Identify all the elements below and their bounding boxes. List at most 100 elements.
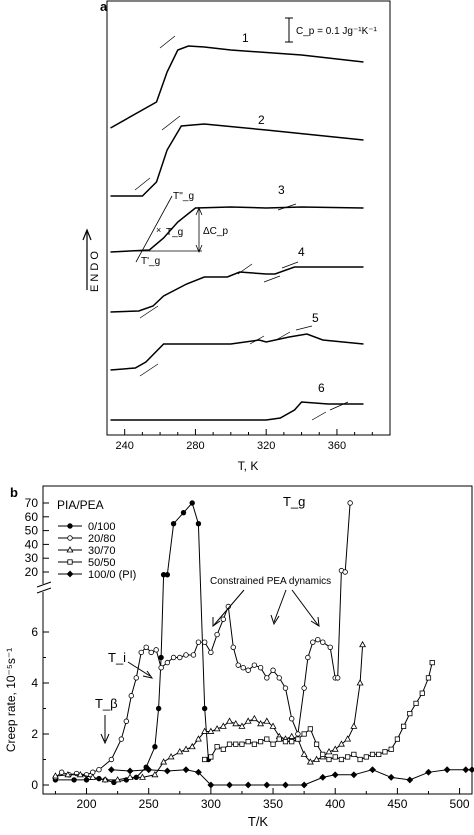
dsc-curve-6 [110, 401, 364, 421]
cp-scale-label: C_p = 0.1 Jg⁻¹K⁻¹ [296, 26, 378, 37]
data-point [195, 521, 202, 527]
data-point [356, 679, 364, 686]
data-point [182, 766, 190, 774]
data-point [276, 736, 282, 742]
series-20-80 [52, 500, 353, 781]
data-point [195, 639, 202, 645]
data-point [257, 665, 264, 671]
data-point [376, 751, 382, 758]
data-point [331, 771, 339, 779]
data-point [325, 748, 333, 755]
data-point [71, 777, 77, 783]
data-point [307, 726, 313, 732]
legend-label: 50/50 [88, 557, 116, 569]
dsc-tangent-mark [281, 261, 299, 269]
series-30-70 [51, 640, 367, 783]
data-point [64, 770, 72, 778]
panel-b-y-tick-label: 40 [25, 537, 39, 551]
data-point [382, 749, 388, 755]
data-point [232, 719, 240, 727]
panel-b-y-tick-label: 2 [31, 727, 38, 741]
panel-b-series [51, 500, 474, 789]
data-point [158, 654, 164, 661]
data-point [176, 748, 184, 755]
data-point [282, 685, 289, 691]
panel-b-x-tick-label: 250 [139, 797, 159, 811]
data-point [226, 717, 234, 724]
data-point [351, 751, 357, 758]
panel-a-x-tick-label: 320 [257, 440, 275, 452]
data-point [101, 776, 109, 783]
data-point [320, 751, 326, 758]
dsc-curve-label: 4 [298, 245, 305, 259]
panel-b: b 200 250 300 350 400 450 5002030405060700246 … [4, 485, 474, 829]
constrained-arrow-3 [291, 589, 319, 626]
data-point [180, 509, 187, 516]
axis-break-mask [38, 584, 52, 592]
panel-b-y-tick-label: 50 [25, 524, 39, 538]
panel-a-curves: 1 2 3 4 5 6 [110, 31, 364, 421]
data-point [230, 644, 236, 650]
data-point [76, 770, 84, 778]
panel-b-y-axis-label: Creep rate, 10⁻⁵s⁻¹ [4, 648, 18, 752]
panel-b-y-tick-label: 60 [25, 510, 39, 524]
data-point [138, 649, 144, 656]
legend-label: 30/70 [88, 545, 116, 557]
data-point [219, 722, 227, 729]
data-point [310, 639, 316, 645]
delta-cp-label: ΔC_p [203, 226, 228, 237]
constrained-arrow-2 [273, 589, 287, 623]
data-point [359, 640, 367, 648]
data-point [264, 736, 270, 742]
data-point [345, 754, 351, 760]
data-point [245, 667, 251, 673]
dsc-curve-1 [110, 45, 364, 129]
data-point [350, 771, 358, 779]
data-point [244, 781, 252, 789]
data-point [207, 781, 215, 789]
delta-cp-arrow-head-bottom [195, 244, 203, 254]
dsc-tangent-mark [329, 401, 349, 411]
dsc-curve-2 [110, 123, 364, 197]
data-point [315, 636, 321, 643]
data-point [319, 773, 327, 781]
data-point [214, 631, 220, 638]
data-point [208, 754, 214, 760]
data-point [369, 751, 376, 758]
data-point [188, 742, 196, 750]
panel-a-x-tick-label: 280 [186, 440, 204, 452]
data-point [263, 781, 271, 789]
data-point [407, 711, 413, 717]
tbeta-label: T_β [95, 696, 118, 711]
data-point [220, 616, 227, 622]
tg-label-b: T_g [283, 494, 305, 509]
data-point [167, 753, 175, 760]
series-50-50 [202, 660, 435, 763]
data-point [425, 675, 432, 681]
data-point [300, 750, 308, 757]
panel-a: a 240 280 320 360 T, K E N D O C_p = 0.1 Jg… [82, 0, 391, 473]
series-line [111, 769, 472, 786]
data-point [327, 644, 333, 650]
data-point [123, 718, 130, 724]
data-point [182, 745, 190, 752]
data-point [357, 756, 363, 763]
panel-b-y-tick-label: 20 [25, 565, 39, 579]
constrained-arrow-head-1 [212, 617, 221, 627]
legend-entry: 30/70 [58, 545, 116, 557]
data-point [89, 773, 97, 780]
tg-onset-label: T'_g [141, 256, 160, 267]
tg-label-a: T_g [166, 227, 183, 238]
legend-title: PIA/PEA [57, 498, 104, 512]
data-point [226, 741, 233, 747]
data-point [282, 781, 289, 789]
data-point [208, 649, 214, 656]
constrained-arrow-head-2 [270, 614, 280, 626]
data-point [126, 767, 134, 775]
legend-entry: 20/80 [58, 533, 116, 545]
data-point [331, 745, 339, 752]
panel-b-x-tick-label: 450 [387, 797, 407, 811]
data-point [145, 766, 153, 774]
data-point [153, 647, 159, 653]
dsc-tangent-mark [275, 331, 291, 341]
